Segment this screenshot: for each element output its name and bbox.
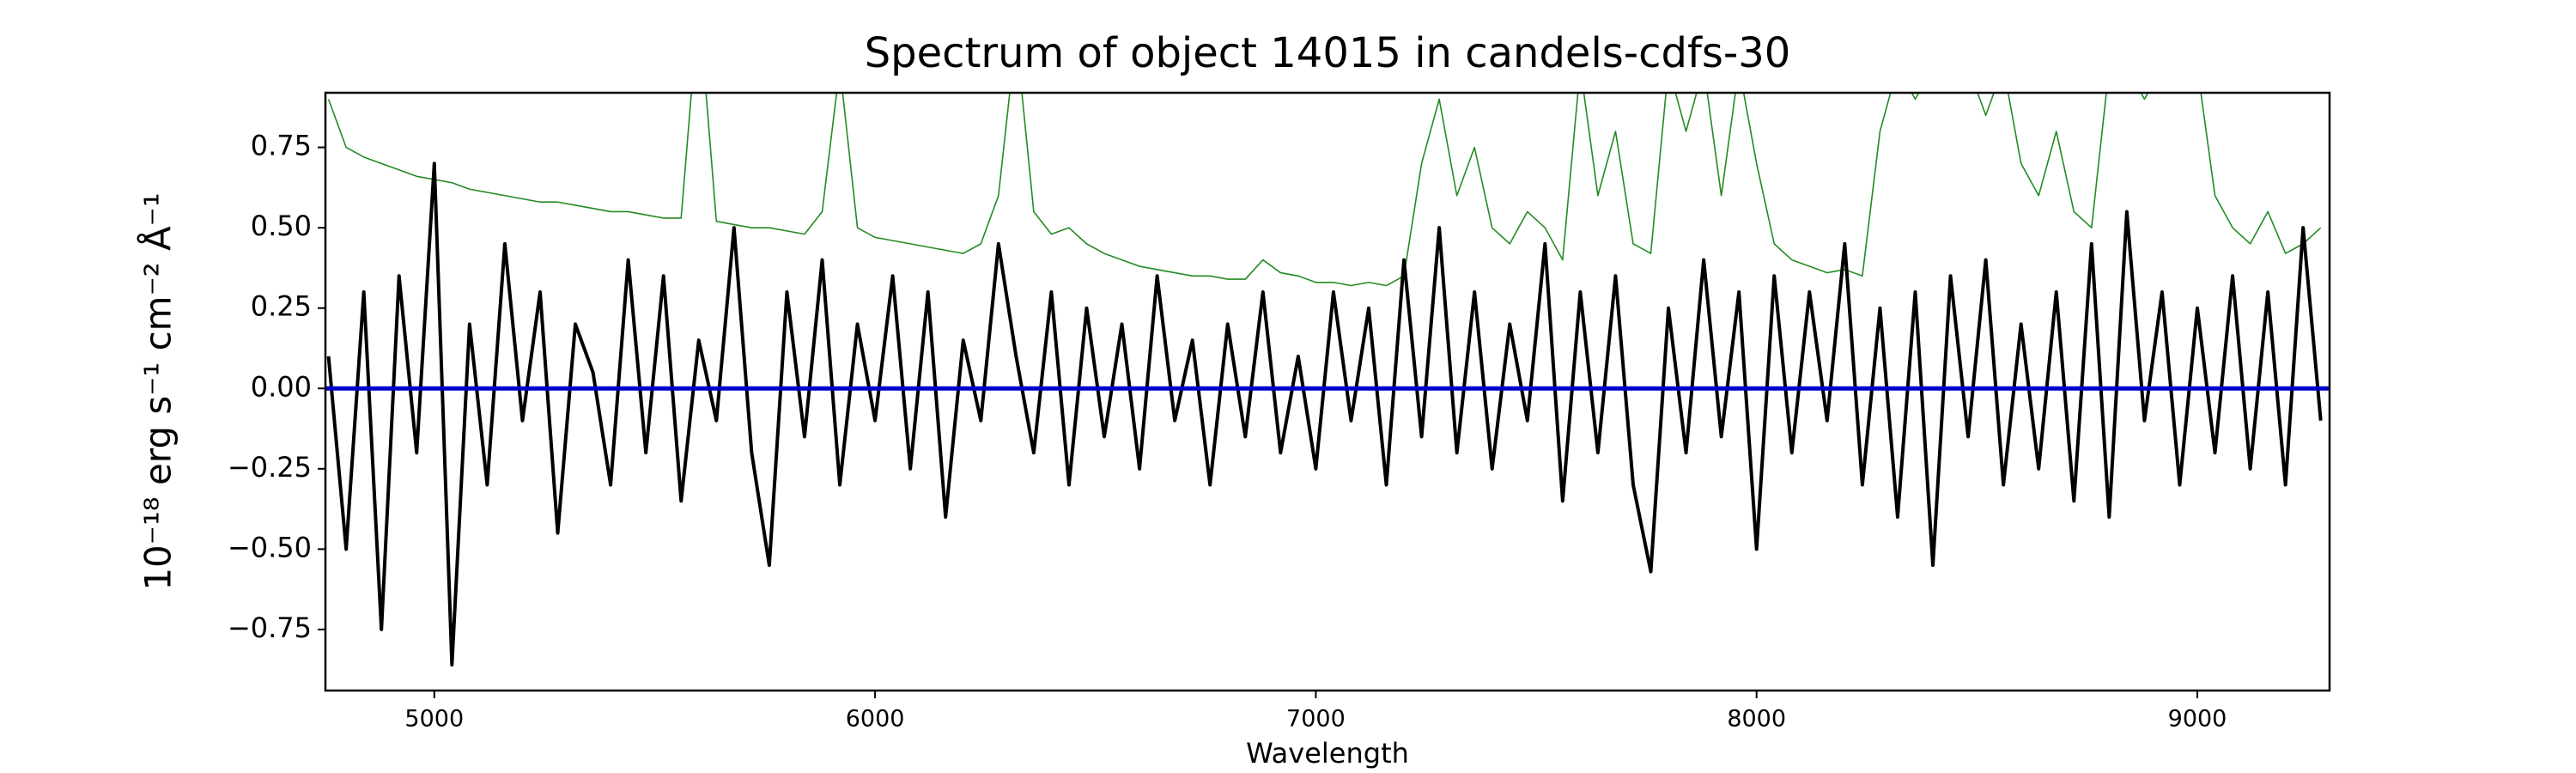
y-tick-label: 0.25 (251, 290, 312, 323)
chart-title: Spectrum of object 14015 in candels-cdfs… (865, 29, 1791, 77)
y-tick-label: −0.50 (228, 531, 312, 563)
plot-lines (325, 93, 2330, 667)
spectrum-line (326, 161, 2323, 667)
x-tick-label: 6000 (846, 706, 905, 733)
x-axis-label: Wavelength (1246, 737, 1409, 770)
x-tick-label: 9000 (2168, 706, 2227, 733)
spectrum-line (327, 93, 2322, 287)
x-tick-label: 8000 (1727, 706, 1786, 733)
y-tick-label: −0.25 (228, 451, 312, 484)
y-axis-label: 10⁻¹⁸ erg s⁻¹ cm⁻² Å⁻¹ (137, 192, 179, 590)
plot-frame (324, 91, 2331, 692)
y-tick-label: −0.75 (228, 612, 312, 644)
y-tick-label: 0.50 (251, 210, 312, 242)
y-tick-label: 0.00 (251, 370, 312, 403)
x-tick-label: 5000 (404, 706, 464, 733)
x-tick-label: 7000 (1286, 706, 1346, 733)
y-tick-label: 0.75 (251, 130, 312, 162)
